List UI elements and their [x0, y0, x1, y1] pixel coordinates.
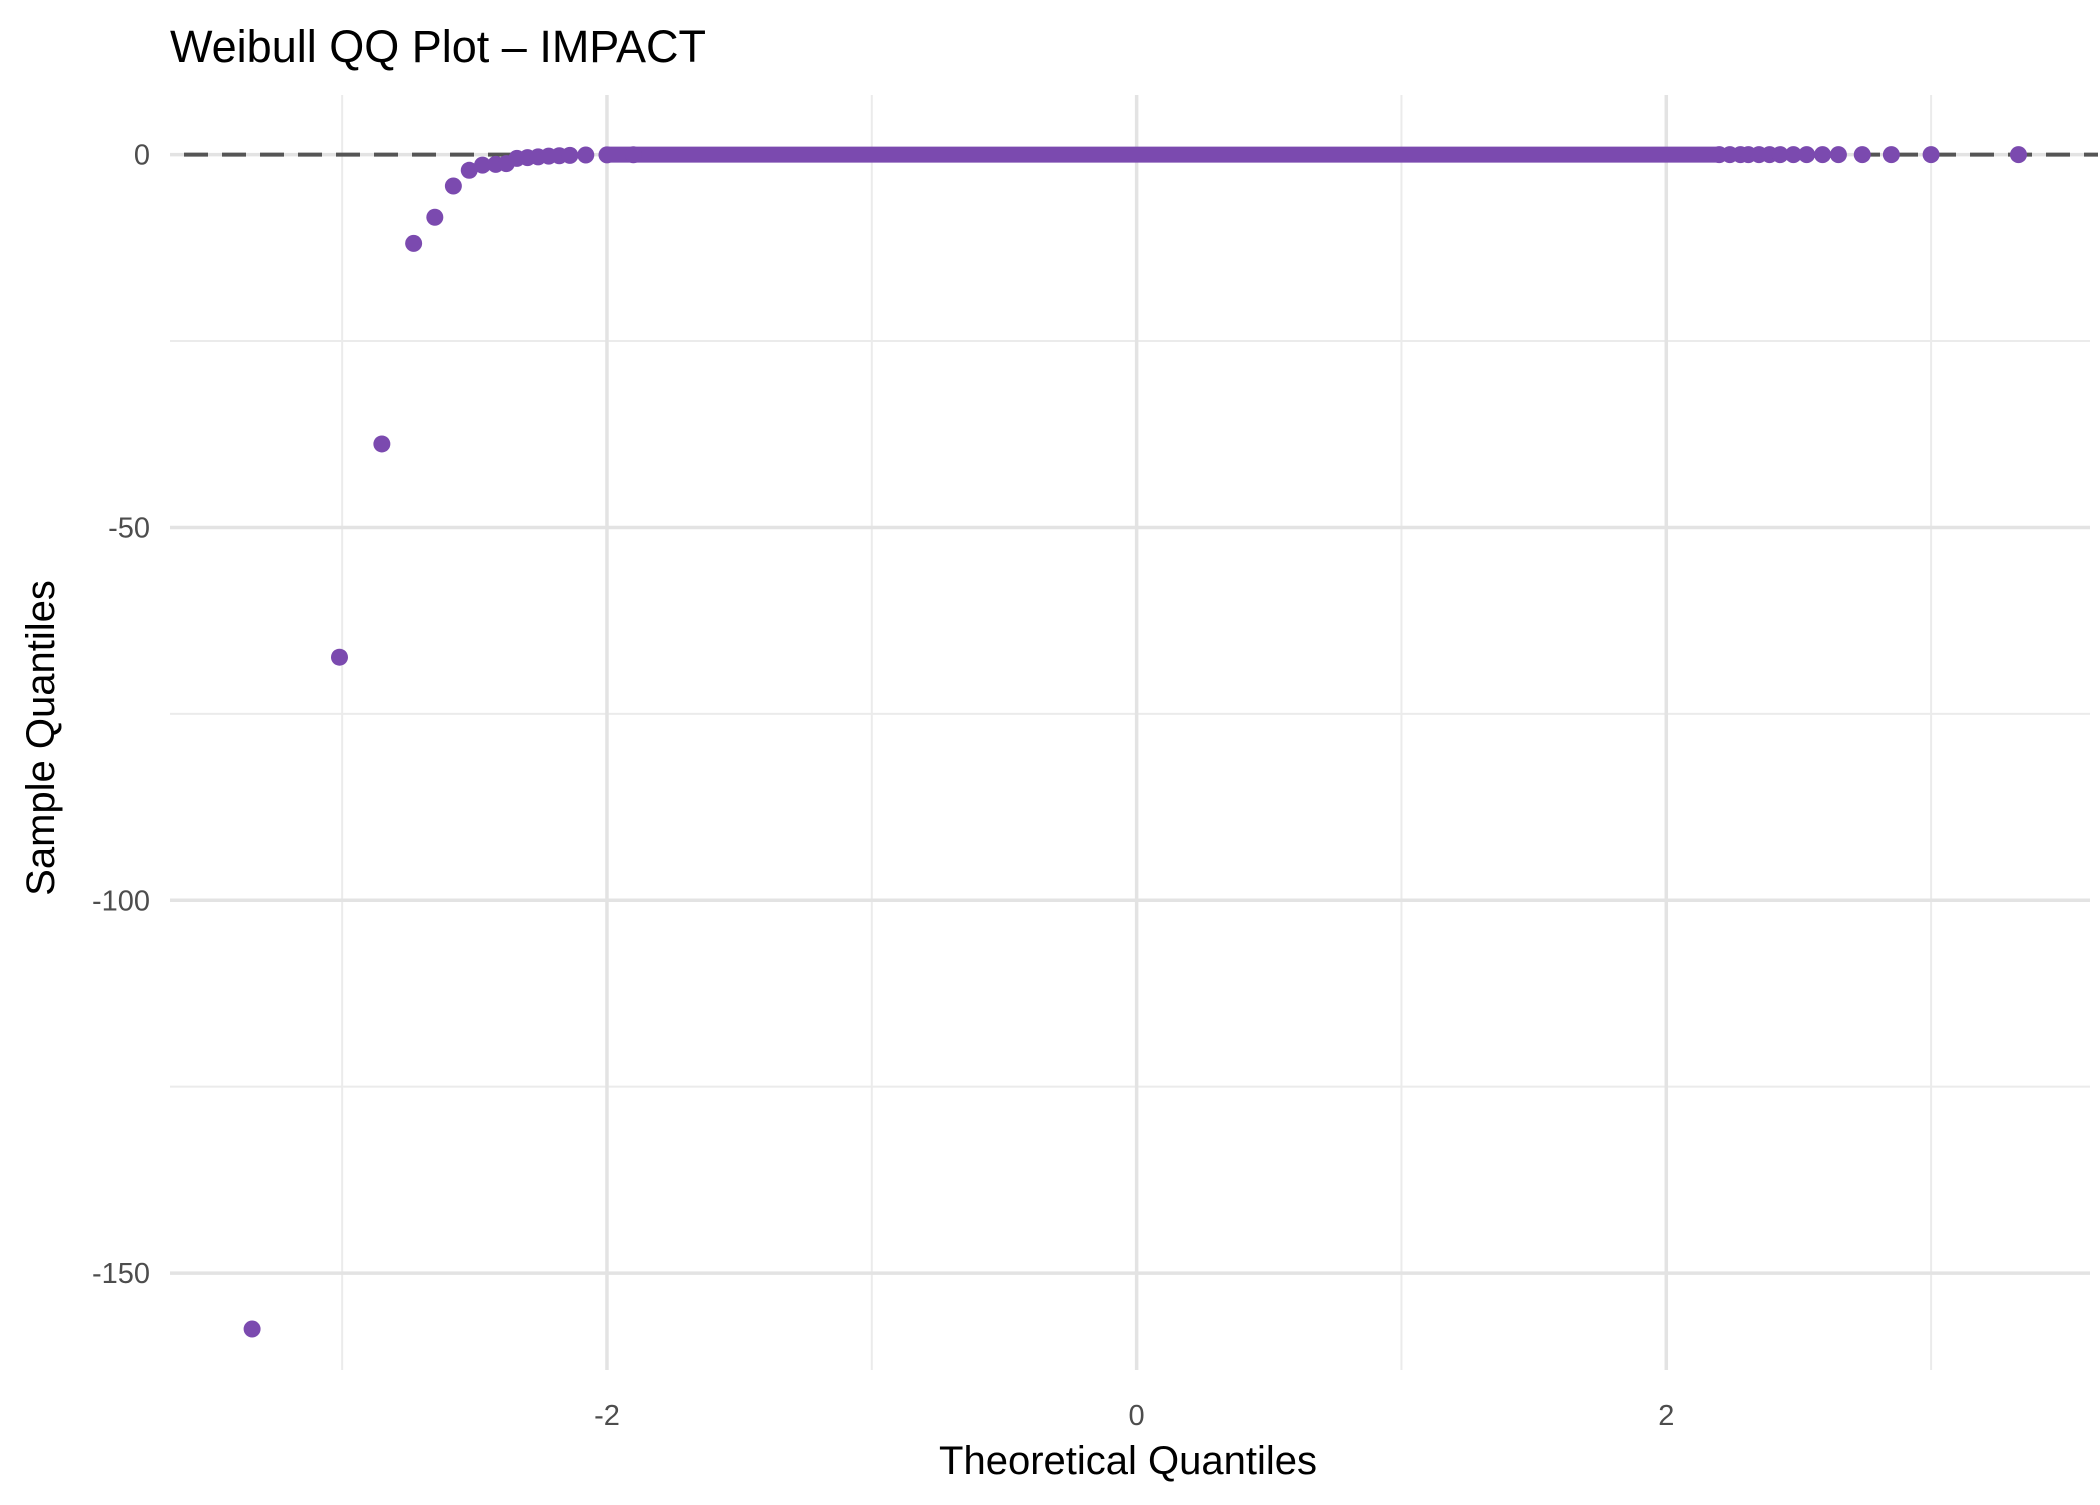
data-point	[330, 648, 348, 666]
data-point	[577, 146, 595, 164]
data-point	[1882, 146, 1900, 164]
data-point	[624, 146, 642, 164]
y-tick-label: 0	[134, 140, 150, 172]
y-tick-label: -150	[92, 1258, 150, 1290]
y-tick-label: -50	[108, 512, 150, 544]
data-points-layer	[243, 146, 2027, 1338]
data-point	[460, 161, 478, 179]
x-tick-label: 0	[1129, 1400, 1145, 1432]
data-point	[405, 234, 423, 252]
grid-layer	[170, 95, 2090, 1370]
x-tick-label: -2	[594, 1400, 620, 1432]
data-point	[1922, 146, 1940, 164]
data-point	[561, 146, 579, 164]
data-point	[373, 435, 391, 453]
data-point	[444, 177, 462, 195]
data-point	[1798, 146, 1816, 164]
data-point	[1771, 146, 1789, 164]
y-axis-title: Sample Quantiles	[19, 580, 63, 896]
data-point	[243, 1320, 261, 1338]
x-tick-labels: -2 0 2	[594, 1400, 1674, 1432]
data-point	[598, 146, 616, 164]
data-point	[1784, 146, 1802, 164]
data-point	[1814, 146, 1832, 164]
data-point	[426, 208, 444, 226]
data-point	[1853, 146, 1871, 164]
data-point	[1829, 146, 1847, 164]
chart-title: Weibull QQ Plot – IMPACT	[170, 21, 706, 72]
data-point	[2009, 146, 2027, 164]
x-axis-title: Theoretical Quantiles	[939, 1439, 1317, 1483]
y-tick-label: -100	[92, 885, 150, 917]
x-tick-label: 2	[1658, 1400, 1674, 1432]
y-tick-labels: -150 -100 -50 0	[92, 140, 150, 1290]
data-point	[473, 156, 491, 174]
